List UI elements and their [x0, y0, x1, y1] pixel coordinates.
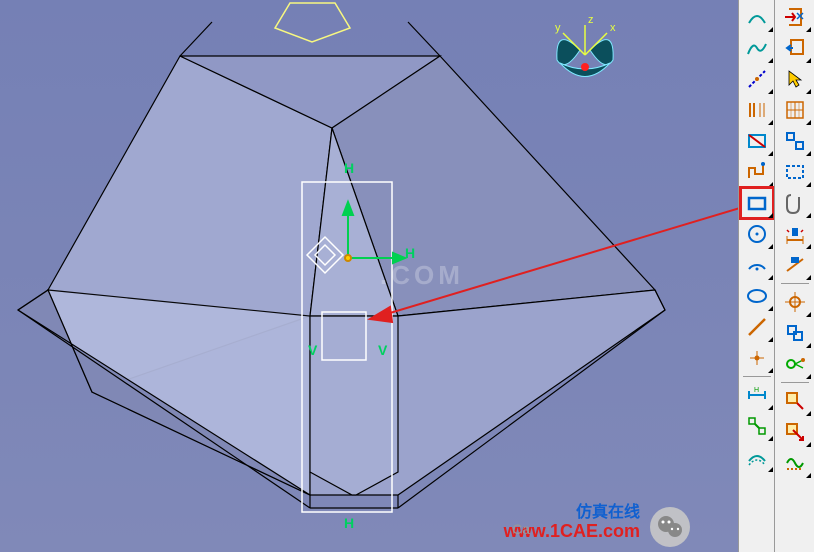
offset-icon[interactable]	[741, 442, 773, 472]
dropdown-arrow	[768, 337, 773, 342]
svg-text:x: x	[610, 22, 616, 34]
dropdown-arrow	[806, 343, 811, 348]
spline-icon[interactable]	[741, 33, 773, 63]
dropdown-arrow	[768, 27, 773, 32]
sketch-label-h-bottom: H	[344, 515, 354, 531]
toolbar-divider	[781, 382, 809, 383]
other-icon[interactable]	[779, 448, 811, 478]
select-arrow-icon[interactable]	[779, 64, 811, 94]
dropdown-arrow	[768, 405, 773, 410]
dropdown-arrow	[768, 275, 773, 280]
dropdown-arrow	[806, 151, 811, 156]
paperclip-icon[interactable]	[779, 188, 811, 218]
profile-icon[interactable]	[741, 157, 773, 187]
sketch-label-v-left: V	[308, 342, 317, 358]
dropdown-arrow	[806, 27, 811, 32]
dropdown-arrow	[768, 467, 773, 472]
axis-point-icon[interactable]	[741, 64, 773, 94]
constraint-icon[interactable]: H	[741, 380, 773, 410]
dim2-icon[interactable]	[779, 250, 811, 280]
dropdown-arrow	[768, 89, 773, 94]
dropdown-arrow	[806, 473, 811, 478]
dropdown-arrow	[768, 58, 773, 63]
dropdown-arrow	[768, 306, 773, 311]
circle-icon[interactable]	[741, 219, 773, 249]
depart-icon[interactable]	[779, 33, 811, 63]
point-icon[interactable]	[741, 343, 773, 373]
dropdown-arrow	[806, 312, 811, 317]
trim-icon[interactable]	[741, 411, 773, 441]
dropdown-arrow	[768, 182, 773, 187]
dropdown-arrow	[768, 213, 773, 218]
fix-icon[interactable]	[779, 287, 811, 317]
dim-const-icon[interactable]	[779, 417, 811, 447]
dropdown-arrow	[768, 120, 773, 125]
wechat-icon	[650, 507, 690, 547]
mirror-icon[interactable]	[741, 95, 773, 125]
catalyst-text: Ca	[512, 521, 530, 537]
dropdown-arrow	[806, 89, 811, 94]
toolbar-divider	[781, 283, 809, 284]
simulation-text: 仿真在线	[576, 498, 640, 522]
dropdown-arrow	[768, 368, 773, 373]
sketch-label-h-top: H	[344, 160, 354, 176]
construct-icon[interactable]	[779, 157, 811, 187]
grid-icon[interactable]	[779, 95, 811, 125]
cad-3d-viewport[interactable]: H H V V H .COM www.1CAE.com y x z Ca 仿真在…	[0, 0, 740, 552]
geom-const-icon[interactable]	[779, 386, 811, 416]
dropdown-arrow	[806, 182, 811, 187]
animate-icon[interactable]	[779, 349, 811, 379]
ellipse-icon[interactable]	[741, 281, 773, 311]
arc-icon[interactable]	[741, 2, 773, 32]
dropdown-arrow	[768, 151, 773, 156]
dropdown-arrow	[806, 411, 811, 416]
svg-text:H: H	[754, 387, 759, 394]
svg-text:y: y	[555, 22, 561, 34]
remove-face-icon[interactable]	[741, 126, 773, 156]
dropdown-arrow	[806, 58, 811, 63]
arc2-icon[interactable]	[741, 250, 773, 280]
dropdown-arrow	[768, 244, 773, 249]
toolbar-constraints	[774, 0, 814, 552]
dropdown-arrow	[768, 436, 773, 441]
watermark-text: .COM	[380, 260, 464, 291]
dropdown-arrow	[806, 213, 811, 218]
dim-icon[interactable]	[779, 219, 811, 249]
sketch-label-v-right: V	[378, 342, 387, 358]
toolbar-sketch-tools: H	[738, 0, 774, 552]
line-icon[interactable]	[741, 312, 773, 342]
dropdown-arrow	[806, 275, 811, 280]
axis-label-h: H	[405, 245, 415, 261]
dropdown-arrow	[806, 374, 811, 379]
rectangle-icon[interactable]	[741, 188, 773, 218]
dropdown-arrow	[806, 442, 811, 447]
svg-text:z: z	[588, 14, 594, 26]
compass-widget[interactable]: y x z	[540, 10, 630, 90]
dropdown-arrow	[806, 120, 811, 125]
constraint2-icon[interactable]	[779, 318, 811, 348]
align-icon[interactable]	[779, 126, 811, 156]
dropdown-arrow	[806, 244, 811, 249]
sketch-exit-icon[interactable]	[779, 2, 811, 32]
toolbar-divider	[743, 376, 771, 377]
